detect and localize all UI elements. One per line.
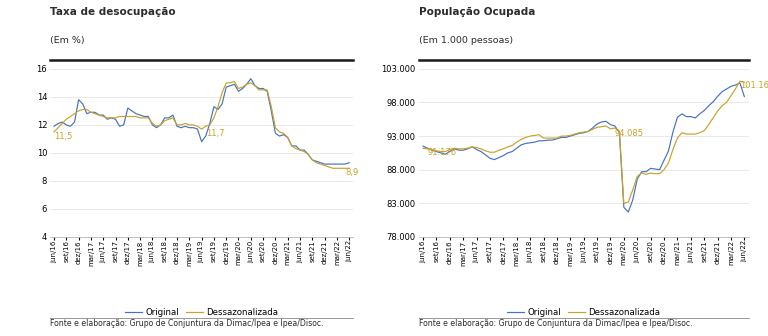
- Original: [740, 94, 749, 98]
- Text: 11,7: 11,7: [206, 129, 224, 138]
- Original: [147, 123, 157, 127]
- Line: Original: Original: [54, 79, 349, 164]
- Text: Fonte e elaboração: Grupo de Conjuntura da Dimac/Ipea e Ipea/Disoc.: Fonte e elaboração: Grupo de Conjuntura …: [419, 319, 692, 328]
- Dessazonalizada: [579, 130, 588, 134]
- Original: [690, 116, 700, 120]
- Dessazonalizada: [713, 109, 722, 113]
- Text: 91.176: 91.176: [428, 148, 457, 157]
- Dessazonalizada: [525, 134, 535, 138]
- Dessazonalizada: [300, 150, 309, 154]
- Original: [579, 131, 588, 135]
- Original: [300, 148, 309, 152]
- Line: Dessazonalizada: Dessazonalizada: [423, 81, 744, 203]
- Dessazonalizada: [619, 201, 628, 205]
- Dessazonalizada: [690, 132, 700, 136]
- Dessazonalizada: [419, 146, 428, 150]
- Original: [308, 158, 317, 162]
- Legend: Original, Dessazonalizada: Original, Dessazonalizada: [503, 305, 664, 321]
- Dessazonalizada: [740, 80, 749, 84]
- Text: Taxa de desocupação: Taxa de desocupação: [50, 7, 176, 17]
- Original: [700, 109, 709, 113]
- Text: 11,5: 11,5: [54, 132, 72, 141]
- Line: Original: Original: [423, 83, 744, 212]
- Text: 94.085: 94.085: [615, 129, 644, 138]
- Original: [324, 162, 333, 166]
- Original: [490, 158, 499, 162]
- Original: [49, 124, 58, 128]
- Original: [624, 210, 633, 214]
- Text: 101.160: 101.160: [740, 81, 768, 90]
- Dessazonalizada: [115, 115, 124, 119]
- Text: (Em %): (Em %): [50, 36, 84, 45]
- Text: 8,9: 8,9: [345, 168, 359, 177]
- Dessazonalizada: [197, 127, 206, 131]
- Dessazonalizada: [308, 158, 317, 162]
- Text: (Em 1.000 pessoas): (Em 1.000 pessoas): [419, 36, 513, 45]
- Text: População Ocupada: População Ocupada: [419, 7, 535, 17]
- Original: [115, 124, 124, 128]
- Text: Fonte e elaboração: Grupo de Conjuntura da Dimac/Ipea e Ipea/Disoc.: Fonte e elaboração: Grupo de Conjuntura …: [50, 319, 323, 328]
- Dessazonalizada: [735, 79, 744, 83]
- Dessazonalizada: [490, 150, 499, 154]
- Original: [525, 141, 535, 145]
- Dessazonalizada: [230, 80, 239, 84]
- Original: [247, 77, 256, 81]
- Dessazonalizada: [345, 166, 354, 170]
- Dessazonalizada: [147, 122, 157, 126]
- Dessazonalizada: [700, 129, 709, 133]
- Dessazonalizada: [328, 166, 337, 170]
- Legend: Original, Dessazonalizada: Original, Dessazonalizada: [121, 305, 282, 321]
- Original: [197, 140, 206, 144]
- Dessazonalizada: [320, 164, 329, 168]
- Original: [345, 161, 354, 165]
- Original: [713, 94, 722, 98]
- Original: [735, 81, 744, 85]
- Original: [419, 144, 428, 148]
- Line: Dessazonalizada: Dessazonalizada: [54, 82, 349, 168]
- Original: [320, 162, 329, 166]
- Dessazonalizada: [49, 130, 58, 134]
